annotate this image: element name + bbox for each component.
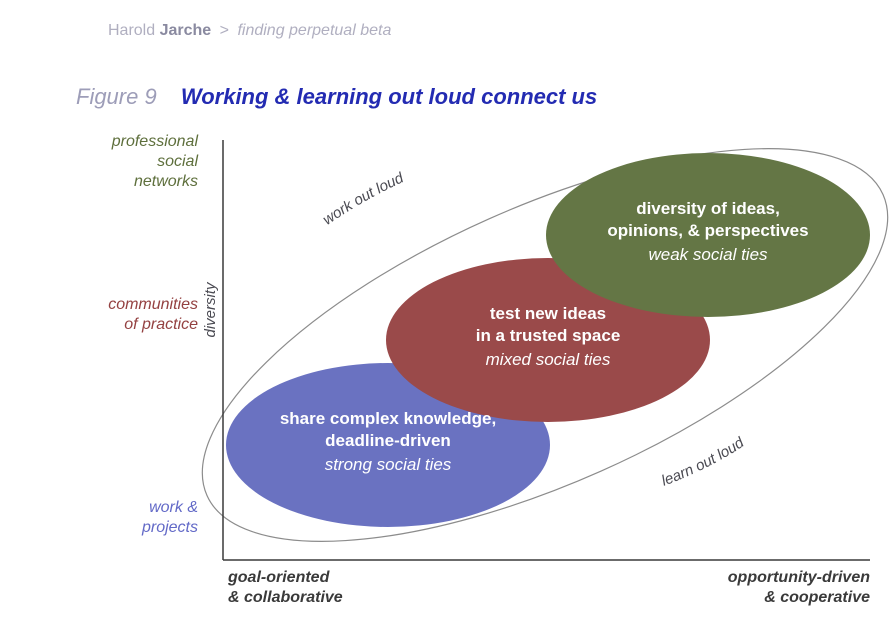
ell-blue-sub: strong social ties [252,454,524,476]
x-axis-left-label: goal-oriented & collaborative [228,568,343,608]
ellipse-text-red: test new ideas in a trusted space mixed so… [412,303,684,371]
x-left-l1: goal-oriented [228,569,329,586]
x-left-l2: & collaborative [228,589,343,606]
work-out-loud-label: work out loud [320,169,407,228]
ell-red-sub: mixed social ties [412,349,684,371]
learn-out-loud-label: learn out loud [659,434,747,490]
ell-green-l2: opinions, & perspectives [607,221,808,240]
y-label-0: professionalsocialnetworks [78,132,198,192]
y-label-2: work &projects [78,498,198,538]
ell-green-l1: diversity of ideas, [636,199,780,218]
ell-blue-l1: share complex knowledge, [280,409,496,428]
ell-blue-l2: deadline-driven [325,431,451,450]
ell-green-sub: weak social ties [572,244,844,266]
y-label-1: communitiesof practice [78,295,198,335]
ell-red-l1: test new ideas [490,304,606,323]
x-axis-right-label: opportunity-driven & cooperative [728,568,870,608]
ellipse-text-green: diversity of ideas, opinions, & perspecti… [572,198,844,266]
x-right-l1: opportunity-driven [728,569,870,586]
ell-red-l2: in a trusted space [476,326,621,345]
y-axis-title: diversity [202,281,219,338]
x-right-l2: & cooperative [764,589,870,606]
ellipse-text-blue: share complex knowledge, deadline-driven s… [252,408,524,476]
